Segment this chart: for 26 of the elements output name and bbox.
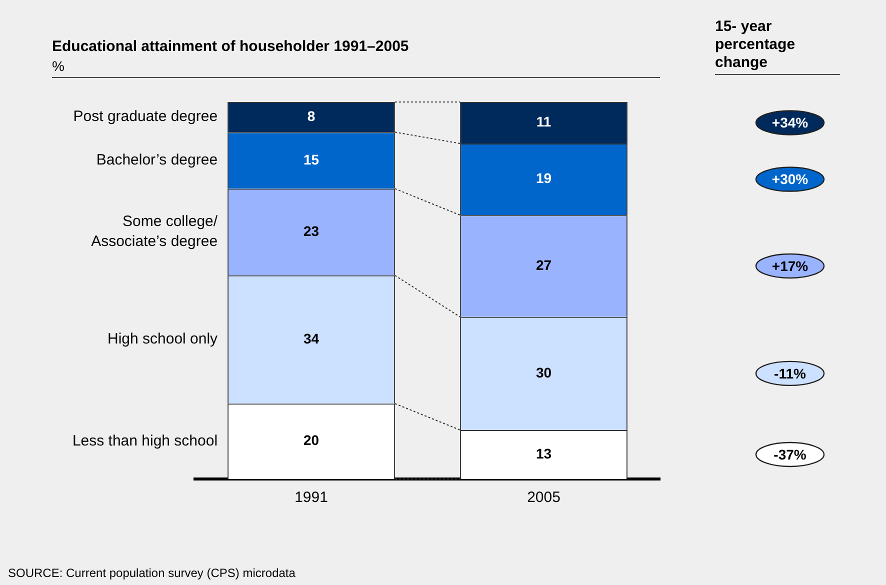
x-tick-label: 2005	[527, 489, 560, 506]
chart-title: Educational attainment of householder 1991–2005	[52, 38, 409, 55]
text: +34%	[772, 114, 809, 131]
source-note: SOURCE: Current population survey (CPS) microdata	[8, 566, 296, 580]
text: +30%	[772, 171, 809, 188]
data-label: 11	[536, 114, 552, 130]
series-label: High school only	[107, 330, 218, 348]
data-label: 23	[303, 222, 320, 239]
text: %	[52, 58, 64, 74]
series-label: Less than high school	[72, 432, 218, 450]
series-label: Post graduate degree	[73, 108, 218, 126]
data-label: 27	[536, 256, 552, 273]
data-label: 19	[536, 170, 552, 186]
data-label: 30	[536, 364, 552, 380]
data-label: 8	[307, 108, 316, 124]
text: +17%	[772, 258, 809, 274]
text: -37%	[774, 446, 807, 462]
text: -11%	[774, 365, 806, 382]
data-label: 13	[536, 445, 552, 462]
text: 15- year percentage change	[715, 18, 840, 75]
data-label: 15	[303, 151, 320, 168]
data-label: 20	[303, 432, 320, 448]
x-tick-label: 1991	[294, 489, 328, 506]
series-label: Some college/ Associate’s degree	[91, 213, 218, 250]
series-label: Bachelor’s degree	[96, 152, 218, 169]
data-label: 34	[303, 330, 320, 346]
